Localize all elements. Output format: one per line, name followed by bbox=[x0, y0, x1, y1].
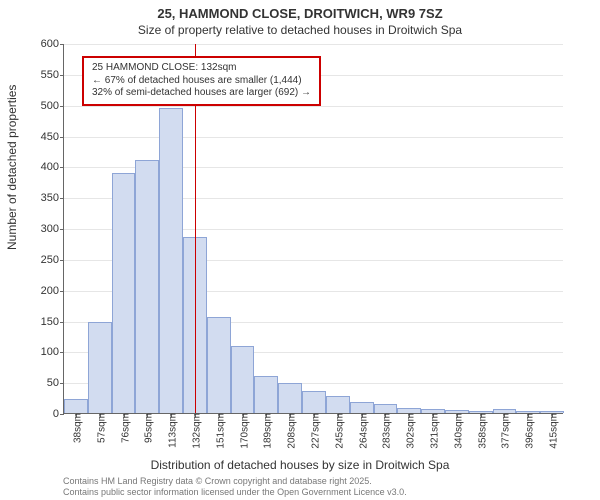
ytick-label: 550 bbox=[41, 69, 64, 81]
bar bbox=[350, 402, 374, 413]
xtick-label: 113sqm bbox=[164, 413, 179, 448]
xtick-label: 76sqm bbox=[116, 413, 131, 443]
xtick-label: 189sqm bbox=[259, 413, 274, 449]
callout-line3: 32% of semi-detached houses are larger (… bbox=[92, 87, 311, 100]
chart-footer: Contains HM Land Registry data © Crown c… bbox=[63, 476, 407, 498]
chart-plot-area: 050100150200250300350400450500550600 25 … bbox=[63, 44, 563, 414]
xtick-label: 170sqm bbox=[235, 413, 250, 449]
xtick-label: 245sqm bbox=[330, 413, 345, 449]
footer-line-2: Contains public sector information licen… bbox=[63, 487, 407, 498]
xtick-label: 132sqm bbox=[187, 413, 202, 449]
xtick-label: 377sqm bbox=[497, 413, 512, 449]
bar bbox=[278, 383, 302, 413]
bar bbox=[135, 160, 159, 413]
xtick-label: 264sqm bbox=[354, 413, 369, 449]
xtick-label: 151sqm bbox=[211, 413, 226, 449]
bar bbox=[374, 404, 398, 413]
xtick-label: 340sqm bbox=[449, 413, 464, 449]
bar bbox=[231, 346, 255, 413]
y-axis-label: Number of detached properties bbox=[5, 85, 19, 250]
callout-box: 25 HAMMOND CLOSE: 132sqm← 67% of detache… bbox=[82, 56, 321, 106]
ytick-label: 450 bbox=[41, 131, 64, 143]
ytick-label: 400 bbox=[41, 161, 64, 173]
ytick-label: 350 bbox=[41, 192, 64, 204]
xtick-label: 358sqm bbox=[473, 413, 488, 449]
bar bbox=[112, 173, 136, 414]
xtick-label: 302sqm bbox=[402, 413, 417, 449]
bar bbox=[64, 399, 88, 413]
chart-title-main: 25, HAMMOND CLOSE, DROITWICH, WR9 7SZ bbox=[0, 6, 600, 21]
ytick-label: 200 bbox=[41, 285, 64, 297]
ytick-label: 50 bbox=[47, 377, 64, 389]
xtick-label: 95sqm bbox=[140, 413, 155, 443]
xtick-label: 396sqm bbox=[521, 413, 536, 449]
bar bbox=[326, 396, 350, 413]
ytick-label: 250 bbox=[41, 254, 64, 266]
bar bbox=[254, 376, 278, 413]
bar bbox=[207, 317, 231, 413]
ytick-label: 0 bbox=[53, 408, 64, 420]
ytick-label: 600 bbox=[41, 38, 64, 50]
bar bbox=[302, 391, 326, 413]
bar bbox=[159, 108, 183, 413]
xtick-label: 57sqm bbox=[92, 413, 107, 443]
ytick-label: 500 bbox=[41, 100, 64, 112]
ytick-label: 100 bbox=[41, 346, 64, 358]
x-axis-label: Distribution of detached houses by size … bbox=[0, 458, 600, 472]
xtick-label: 38sqm bbox=[68, 413, 83, 443]
xtick-label: 283sqm bbox=[378, 413, 393, 449]
ytick-label: 300 bbox=[41, 223, 64, 235]
callout-line2: ← 67% of detached houses are smaller (1,… bbox=[92, 75, 311, 88]
chart-title-sub: Size of property relative to detached ho… bbox=[0, 23, 600, 37]
xtick-label: 208sqm bbox=[283, 413, 298, 449]
bar bbox=[88, 322, 112, 413]
footer-line-1: Contains HM Land Registry data © Crown c… bbox=[63, 476, 407, 487]
ytick-label: 150 bbox=[41, 316, 64, 328]
chart-title-block: 25, HAMMOND CLOSE, DROITWICH, WR9 7SZ Si… bbox=[0, 0, 600, 37]
xtick-label: 415sqm bbox=[545, 413, 560, 449]
xtick-label: 227sqm bbox=[307, 413, 322, 449]
xtick-label: 321sqm bbox=[426, 413, 441, 449]
callout-line1: 25 HAMMOND CLOSE: 132sqm bbox=[92, 62, 311, 75]
